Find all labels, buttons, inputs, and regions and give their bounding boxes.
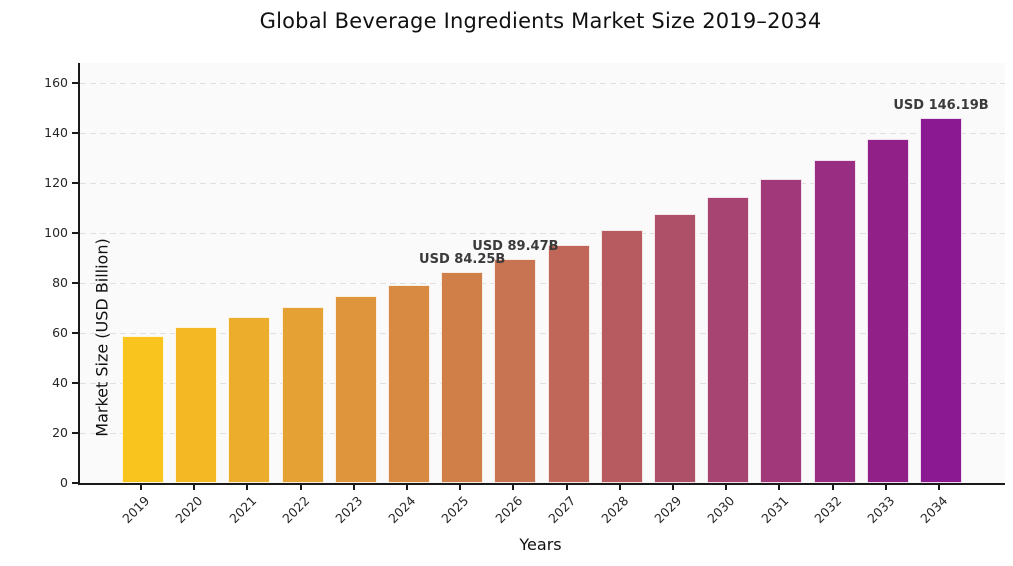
x-tick-label-text: 2033 xyxy=(864,493,898,527)
bar-2021 xyxy=(228,317,271,483)
bar-2026 xyxy=(494,259,537,483)
value-annotation-2026: USD 89.47B xyxy=(472,239,559,255)
y-tick-label-20: 20 xyxy=(52,425,68,440)
gridline-20 xyxy=(80,433,1005,434)
gridline-80 xyxy=(80,283,1005,284)
bar-2033 xyxy=(866,139,909,483)
x-tick-mark xyxy=(938,485,940,490)
y-tick-mark xyxy=(72,282,78,284)
gridline-120 xyxy=(80,183,1005,184)
x-tick-mark xyxy=(299,485,302,490)
x-tick-mark xyxy=(725,485,728,490)
y-tick-label-60: 60 xyxy=(52,325,68,340)
bar-2031 xyxy=(760,179,803,483)
y-tick-mark xyxy=(72,432,78,434)
x-tick-label-text: 2029 xyxy=(651,493,685,527)
gridline-140 xyxy=(80,133,1005,134)
x-tick-mark xyxy=(831,485,834,490)
value-annotation-2025: USD 84.25B xyxy=(419,252,506,268)
gridline-60 xyxy=(80,333,1005,334)
y-tick-label-100: 100 xyxy=(44,225,68,240)
x-tick-mark xyxy=(778,485,781,490)
bar-2027 xyxy=(547,245,590,483)
bar-2020 xyxy=(175,327,218,483)
y-tick-label-160: 160 xyxy=(44,75,68,90)
y-tick-mark xyxy=(72,382,78,384)
x-tick-label-text: 2022 xyxy=(279,493,313,527)
gridline-100 xyxy=(80,233,1005,234)
x-tick-mark xyxy=(246,485,249,490)
y-tick-label-0: 0 xyxy=(60,475,68,490)
x-tick-label-text: 2030 xyxy=(704,493,738,527)
x-tick-label-text: 2024 xyxy=(385,493,419,527)
x-tick-mark xyxy=(352,485,355,490)
chart-title: Global Beverage Ingredients Market Size … xyxy=(259,9,822,33)
x-tick-label-text: 2019 xyxy=(119,493,153,527)
y-tick-mark xyxy=(72,332,78,334)
y-axis-label: Market Size (USD Billion) xyxy=(92,238,112,437)
x-tick-label-text: 2025 xyxy=(438,493,472,527)
bar-2030 xyxy=(707,197,750,483)
bar-2034 xyxy=(920,117,962,483)
x-tick-mark xyxy=(140,485,142,490)
y-tick-label-120: 120 xyxy=(44,175,68,190)
x-tick-label-text: 2032 xyxy=(811,493,845,527)
y-tick-mark xyxy=(72,482,78,484)
y-tick-mark xyxy=(72,82,78,84)
bar-2023 xyxy=(334,296,377,483)
y-tick-label-140: 140 xyxy=(44,125,68,140)
x-tick-mark xyxy=(459,485,462,490)
x-tick-mark xyxy=(406,485,408,490)
x-tick-mark xyxy=(512,485,515,490)
bar-2019 xyxy=(122,336,164,483)
x-tick-mark xyxy=(884,485,887,490)
gridline-40 xyxy=(80,383,1005,384)
plot-area: USD 84.25B USD 89.47B USD 146.19B Market S… xyxy=(78,63,1005,485)
x-tick-label-text: 2028 xyxy=(598,493,632,527)
y-tick-label-40: 40 xyxy=(52,375,68,390)
x-tick-label-text: 2031 xyxy=(757,493,791,527)
x-tick-label-text: 2021 xyxy=(225,493,259,527)
y-tick-label-80: 80 xyxy=(52,275,68,290)
x-tick-mark xyxy=(672,485,674,490)
bar-2032 xyxy=(813,159,856,483)
x-tick-label-text: 2023 xyxy=(332,493,366,527)
gridline-160 xyxy=(80,83,1005,84)
y-tick-mark xyxy=(72,232,78,234)
x-tick-mark xyxy=(193,485,196,490)
x-tick-label-text: 2034 xyxy=(917,493,951,527)
x-tick-label-text: 2026 xyxy=(491,493,525,527)
x-tick-mark xyxy=(565,485,568,490)
bar-2024 xyxy=(388,284,430,483)
x-axis-label: Years xyxy=(519,535,562,554)
y-tick-mark xyxy=(72,182,78,184)
bar-2029 xyxy=(654,214,696,483)
x-tick-mark xyxy=(618,485,621,490)
bar-2022 xyxy=(281,307,324,483)
x-tick-label-text: 2027 xyxy=(545,493,579,527)
bar-2025 xyxy=(441,272,484,483)
x-tick-label-text: 2020 xyxy=(172,493,206,527)
bar-2028 xyxy=(600,230,643,483)
value-annotation-2034: USD 146.19B xyxy=(893,97,989,113)
y-tick-mark xyxy=(72,132,78,134)
